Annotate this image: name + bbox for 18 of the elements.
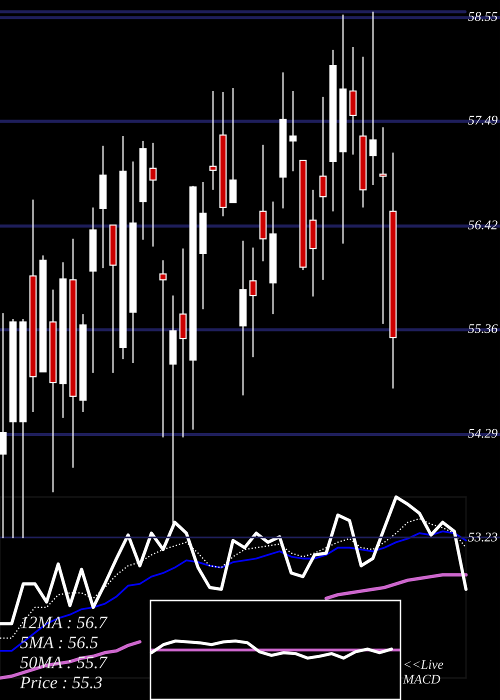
- annotation: <<Live MACD: [402, 660, 444, 684]
- candlestick: [379, 126, 387, 325]
- candlestick: [149, 142, 157, 248]
- y-tick-label: 53.23: [468, 532, 498, 542]
- candlestick: [159, 260, 167, 438]
- candlestick: [369, 11, 377, 186]
- candlestick: [289, 90, 297, 172]
- candlestick: [319, 96, 327, 280]
- y-tick-label: 57.49: [468, 116, 498, 125]
- candlestick: [229, 87, 237, 204]
- y-tick-label: 55.36: [468, 324, 498, 334]
- candlestick: [249, 246, 257, 358]
- annotation: Price : 55.3: [20, 676, 102, 688]
- candlestick: [209, 90, 217, 190]
- y-tick-label: 58.55: [468, 12, 498, 21]
- candlestick: [0, 312, 7, 538]
- y-tick-label: 56.42: [468, 220, 498, 230]
- y-tick-label: 54.29: [468, 428, 498, 438]
